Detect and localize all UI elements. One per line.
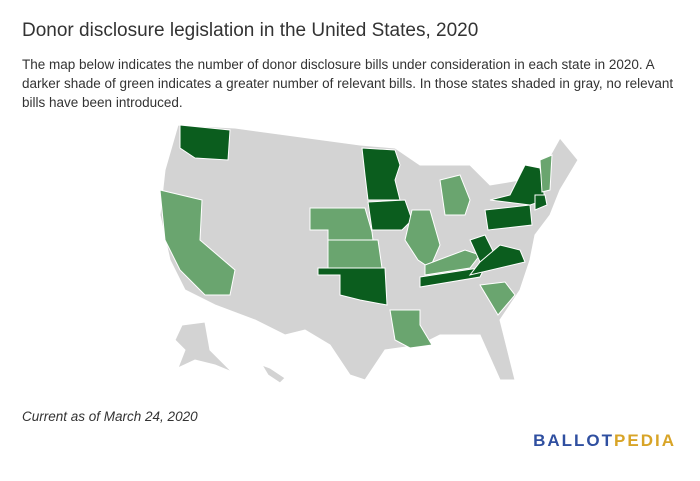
state bbox=[484, 204, 533, 231]
state bbox=[179, 124, 231, 161]
state bbox=[367, 199, 413, 231]
state bbox=[317, 267, 388, 306]
alaska bbox=[174, 321, 233, 373]
description: The map below indicates the number of do… bbox=[22, 57, 674, 110]
state bbox=[479, 281, 516, 316]
hawaii bbox=[260, 364, 286, 384]
logo-part: PEDIA bbox=[614, 431, 676, 450]
state bbox=[539, 154, 553, 193]
state bbox=[439, 174, 471, 216]
state bbox=[419, 266, 486, 288]
state bbox=[468, 244, 526, 276]
state bbox=[327, 239, 383, 269]
state bbox=[389, 309, 433, 349]
state bbox=[424, 249, 481, 276]
title: Donor disclosure legislation in the Unit… bbox=[22, 20, 479, 41]
state bbox=[159, 189, 236, 296]
logo: BALLOTPEDIA bbox=[533, 431, 676, 451]
state bbox=[534, 194, 548, 211]
logo-part: BALLOT bbox=[533, 431, 615, 450]
state bbox=[361, 147, 401, 201]
footnote: Current as of March 24, 2020 bbox=[22, 409, 198, 424]
